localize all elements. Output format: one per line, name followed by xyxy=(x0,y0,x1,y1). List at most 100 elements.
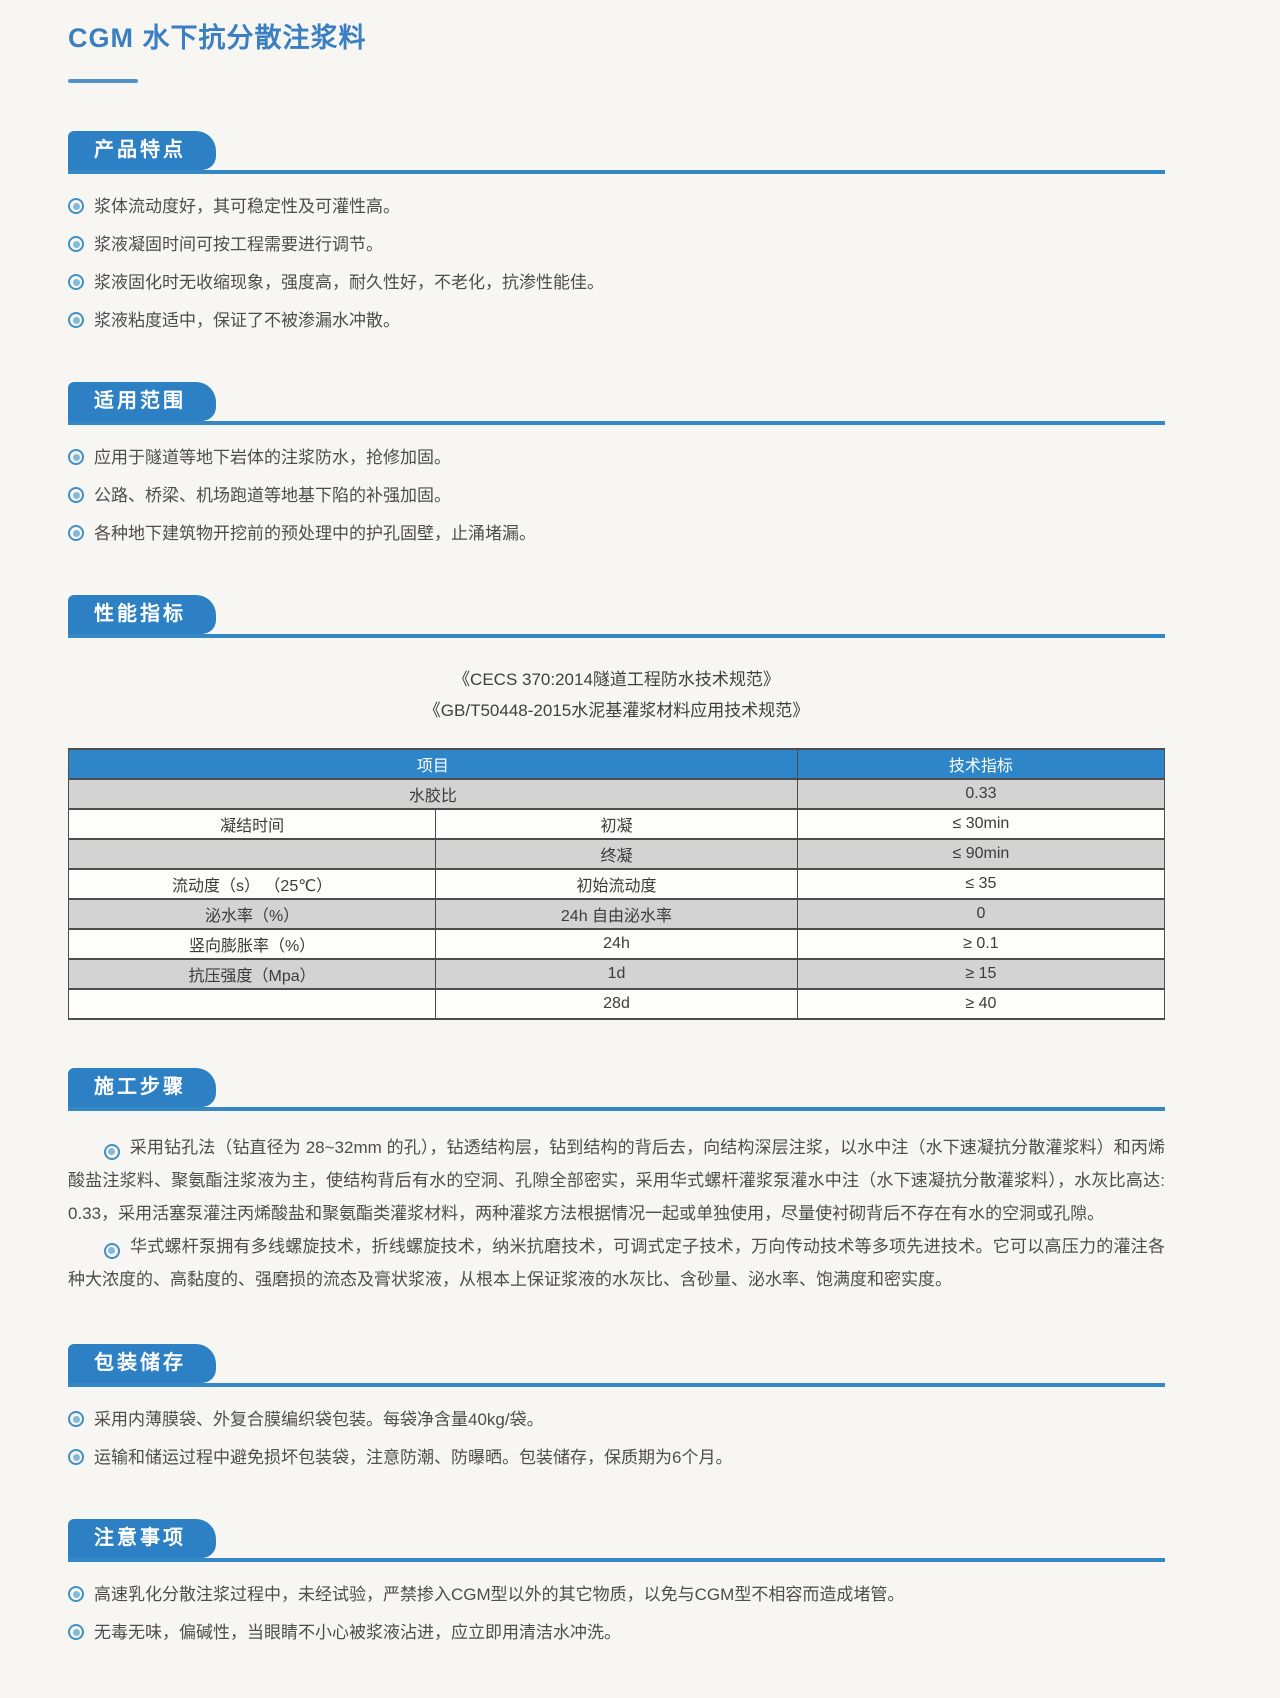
double-circle-bullet-icon xyxy=(103,1242,120,1259)
table-header-row: 项目 技术指标 xyxy=(68,748,1166,780)
list-item: 浆液固化时无收缩现象，强度高，耐久性好，不老化，抗渗性能佳。 xyxy=(68,270,1165,296)
table-header-spec: 技术指标 xyxy=(796,748,1166,780)
construction-paragraphs: 采用钻孔法（钻直径为 28~32mm 的孔），钻透结构层，钻到结构的背后去，向结… xyxy=(68,1131,1165,1296)
list-item: 公路、桥梁、机场跑道等地基下陷的补强加固。 xyxy=(68,483,1165,509)
table-cell: ≥ 40 xyxy=(796,988,1166,1020)
section-header-rule: 施工步骤 xyxy=(68,1068,1165,1111)
list-item-text: 浆液凝固时间可按工程需要进行调节。 xyxy=(94,235,383,254)
scope-list: 应用于隧道等地下岩体的注浆防水，抢修加固。 公路、桥梁、机场跑道等地基下陷的补强… xyxy=(68,445,1165,547)
section-header-rule: 适用范围 xyxy=(68,382,1165,425)
table-header-item: 项目 xyxy=(68,748,798,780)
table-cell: 泌水率（%） xyxy=(67,898,437,930)
double-circle-bullet-icon xyxy=(103,1143,120,1160)
list-item-text: 公路、桥梁、机场跑道等地基下陷的补强加固。 xyxy=(94,486,451,505)
precaution-list: 高速乳化分散注浆过程中，未经试验，严禁掺入CGM型以外的其它物质，以免与CGM型… xyxy=(68,1582,1165,1646)
double-circle-bullet-icon xyxy=(68,274,84,290)
double-circle-bullet-icon xyxy=(68,1449,84,1465)
table-cell: 28d xyxy=(435,988,798,1020)
table-row: 凝结时间 初凝 ≤ 30min xyxy=(67,808,1166,840)
list-item: 采用内薄膜袋、外复合膜编织袋包装。每袋净含量40kg/袋。 xyxy=(68,1407,1165,1433)
list-item: 浆液粘度适中，保证了不被渗漏水冲散。 xyxy=(68,308,1165,334)
table-cell: 24h xyxy=(435,928,798,960)
list-item: 各种地下建筑物开挖前的预处理中的护孔固壁，止涌堵漏。 xyxy=(68,521,1165,547)
section-header-rule: 包装储存 xyxy=(68,1344,1165,1387)
double-circle-bullet-icon xyxy=(68,236,84,252)
section-header-rule: 产品特点 xyxy=(68,131,1165,174)
table-row: 竖向膨胀率（%） 24h ≥ 0.1 xyxy=(67,928,1166,960)
section-badge: 适用范围 xyxy=(68,382,216,421)
double-circle-bullet-icon xyxy=(68,449,84,465)
table-cell: 1d xyxy=(435,958,798,990)
table-cell: 竖向膨胀率（%） xyxy=(67,928,437,960)
page-title: CGM 水下抗分散注浆料 xyxy=(68,23,367,53)
paragraph: 华式螺杆泵拥有多线螺旋技术，折线螺旋技术，纳米抗磨技术，可调式定子技术，万向传动… xyxy=(68,1230,1165,1296)
list-item-text: 无毒无味，偏碱性，当眼睛不小心被浆液沾进，应立即用清洁水冲洗。 xyxy=(94,1623,621,1642)
list-item-text: 采用内薄膜袋、外复合膜编织袋包装。每袋净含量40kg/袋。 xyxy=(94,1410,544,1429)
list-item-text: 浆体流动度好，其可稳定性及可灌性高。 xyxy=(94,197,400,216)
list-item: 运输和储运过程中避免损坏包装袋，注意防潮、防曝晒。包装储存，保质期为6个月。 xyxy=(68,1445,1165,1471)
table-cell: ≤ 30min xyxy=(796,808,1166,840)
paragraph: 采用钻孔法（钻直径为 28~32mm 的孔），钻透结构层，钻到结构的背后去，向结… xyxy=(68,1131,1165,1230)
section-badge: 产品特点 xyxy=(68,131,216,170)
paragraph-text: 采用钻孔法（钻直径为 28~32mm 的孔），钻透结构层，钻到结构的背后去，向结… xyxy=(68,1138,1165,1223)
paragraph-text: 华式螺杆泵拥有多线螺旋技术，折线螺旋技术，纳米抗磨技术，可调式定子技术，万向传动… xyxy=(68,1237,1165,1289)
section-badge: 性能指标 xyxy=(68,595,216,634)
section-packaging-storage: 包装储存 采用内薄膜袋、外复合膜编织袋包装。每袋净含量40kg/袋。 运输和储运… xyxy=(68,1344,1165,1471)
table-cell: 初凝 xyxy=(435,808,798,840)
double-circle-bullet-icon xyxy=(68,525,84,541)
table-cell: 初始流动度 xyxy=(435,868,798,900)
table-row: 28d ≥ 40 xyxy=(67,988,1166,1020)
section-application-scope: 适用范围 应用于隧道等地下岩体的注浆防水，抢修加固。 公路、桥梁、机场跑道等地基… xyxy=(68,382,1165,547)
table-row: 流动度（s） （25℃） 初始流动度 ≤ 35 xyxy=(67,868,1166,900)
list-item: 浆液凝固时间可按工程需要进行调节。 xyxy=(68,232,1165,258)
table-row: 水胶比 0.33 xyxy=(68,778,1166,810)
list-item-text: 应用于隧道等地下岩体的注浆防水，抢修加固。 xyxy=(94,448,451,467)
table-cell: 0.33 xyxy=(796,778,1166,810)
table-cell: 凝结时间 xyxy=(67,808,437,840)
list-item-text: 浆液固化时无收缩现象，强度高，耐久性好，不老化，抗渗性能佳。 xyxy=(94,273,604,292)
list-item-text: 浆液粘度适中，保证了不被渗漏水冲散。 xyxy=(94,311,400,330)
table-cell: 终凝 xyxy=(435,838,798,870)
double-circle-bullet-icon xyxy=(68,1411,84,1427)
section-badge: 包装储存 xyxy=(68,1344,216,1383)
table-cell xyxy=(67,838,437,870)
standards-references: 《CECS 370:2014隧道工程防水技术规范》 《GB/T50448-201… xyxy=(68,664,1165,726)
list-item-text: 运输和储运过程中避免损坏包装袋，注意防潮、防曝晒。包装储存，保质期为6个月。 xyxy=(94,1448,733,1467)
list-item: 高速乳化分散注浆过程中，未经试验，严禁掺入CGM型以外的其它物质，以免与CGM型… xyxy=(68,1582,1165,1608)
performance-table: 项目 技术指标 水胶比 0.33 凝结时间 初凝 ≤ 30min 终凝 ≤ 90… xyxy=(67,748,1166,1020)
list-item-text: 高速乳化分散注浆过程中，未经试验，严禁掺入CGM型以外的其它物质，以免与CGM型… xyxy=(94,1585,905,1604)
table-cell: ≤ 90min xyxy=(796,838,1166,870)
double-circle-bullet-icon xyxy=(68,487,84,503)
list-item: 无毒无味，偏碱性，当眼睛不小心被浆液沾进，应立即用清洁水冲洗。 xyxy=(68,1620,1165,1646)
section-header-rule: 注意事项 xyxy=(68,1519,1165,1562)
table-cell: 抗压强度（Mpa） xyxy=(67,958,437,990)
double-circle-bullet-icon xyxy=(68,1624,84,1640)
table-row: 终凝 ≤ 90min xyxy=(67,838,1166,870)
list-item: 应用于隧道等地下岩体的注浆防水，抢修加固。 xyxy=(68,445,1165,471)
section-product-features: 产品特点 浆体流动度好，其可稳定性及可灌性高。 浆液凝固时间可按工程需要进行调节… xyxy=(68,131,1165,334)
section-badge: 注意事项 xyxy=(68,1519,216,1558)
double-circle-bullet-icon xyxy=(68,312,84,328)
table-cell: 流动度（s） （25℃） xyxy=(67,868,437,900)
feature-list: 浆体流动度好，其可稳定性及可灌性高。 浆液凝固时间可按工程需要进行调节。 浆液固… xyxy=(68,194,1165,334)
packaging-list: 采用内薄膜袋、外复合膜编织袋包装。每袋净含量40kg/袋。 运输和储运过程中避免… xyxy=(68,1407,1165,1471)
section-construction-steps: 施工步骤 采用钻孔法（钻直径为 28~32mm 的孔），钻透结构层，钻到结构的背… xyxy=(68,1068,1165,1296)
table-row: 抗压强度（Mpa） 1d ≥ 15 xyxy=(67,958,1166,990)
standard-reference: 《CECS 370:2014隧道工程防水技术规范》 xyxy=(453,670,780,689)
table-cell: 0 xyxy=(796,898,1166,930)
table-row: 泌水率（%） 24h 自由泌水率 0 xyxy=(67,898,1166,930)
section-badge: 施工步骤 xyxy=(68,1068,216,1107)
list-item: 浆体流动度好，其可稳定性及可灌性高。 xyxy=(68,194,1165,220)
double-circle-bullet-icon xyxy=(68,1586,84,1602)
table-cell: 24h 自由泌水率 xyxy=(435,898,798,930)
title-underline xyxy=(68,79,138,83)
section-header-rule: 性能指标 xyxy=(68,595,1165,638)
table-cell: ≤ 35 xyxy=(796,868,1166,900)
table-cell xyxy=(67,988,437,1020)
table-cell: ≥ 0.1 xyxy=(796,928,1166,960)
section-performance-index: 性能指标 《CECS 370:2014隧道工程防水技术规范》 《GB/T5044… xyxy=(67,595,1166,1020)
list-item-text: 各种地下建筑物开挖前的预处理中的护孔固壁，止涌堵漏。 xyxy=(94,524,536,543)
standard-reference: 《GB/T50448-2015水泥基灌浆材料应用技术规范》 xyxy=(423,701,810,720)
section-precautions: 注意事项 高速乳化分散注浆过程中，未经试验，严禁掺入CGM型以外的其它物质，以免… xyxy=(68,1519,1165,1646)
